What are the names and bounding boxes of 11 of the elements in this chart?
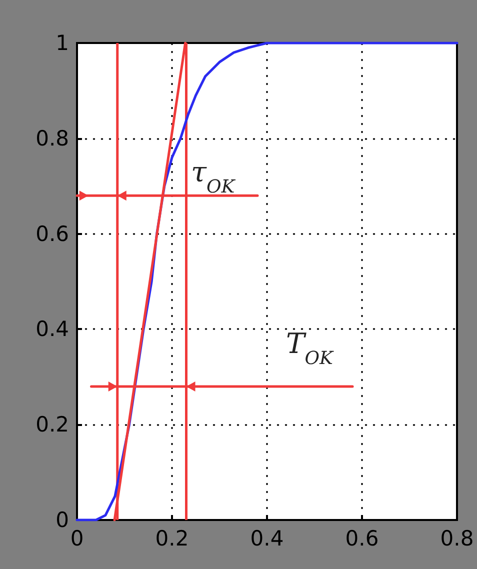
y-tick-label: 0.4 xyxy=(36,317,69,342)
x-tick-label: 0.2 xyxy=(155,526,189,550)
x-tick-label: 0.8 xyxy=(440,526,474,550)
y-tick-label: 0.8 xyxy=(36,126,69,150)
x-tick-label: 0.4 xyxy=(250,526,284,550)
y-tick-label: 0.6 xyxy=(36,222,69,246)
y-tick-label: 0.2 xyxy=(36,412,69,437)
y-tick-label: 0 xyxy=(56,508,69,532)
x-tick-label: 0 xyxy=(70,526,84,550)
y-tick-label: 1 xyxy=(56,31,69,55)
x-tick-label: 0.6 xyxy=(345,526,379,550)
